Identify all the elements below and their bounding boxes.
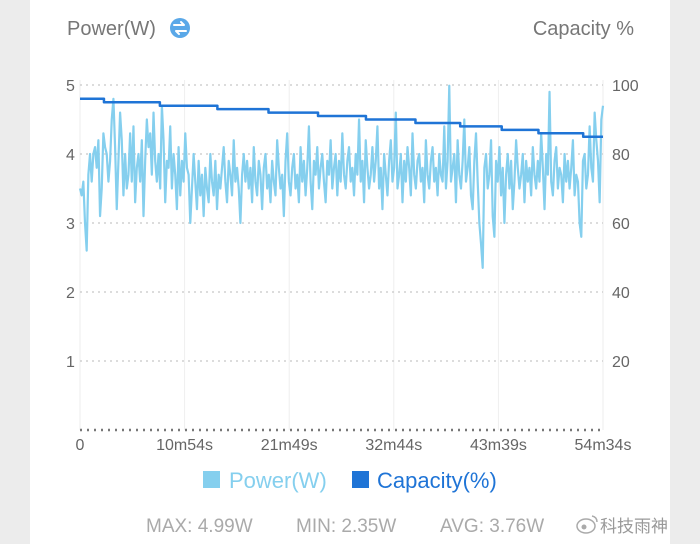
x-tick-label: 21m49s — [261, 437, 318, 454]
legend-label-capacity: Capacity(%) — [377, 468, 497, 493]
x-tick-label: 54m34s — [575, 437, 632, 454]
watermark: 科技雨神 — [576, 515, 668, 537]
legend-item-power[interactable]: Power(W) — [203, 468, 327, 493]
y-tick-labels: 1 2 3 4 5 20 40 60 80 100 — [66, 78, 639, 371]
stats-row: MAX: 4.99W MIN: 2.35W AVG: 3.76W — [146, 516, 544, 537]
grid-lines — [79, 80, 604, 432]
y-left-tick-label: 5 — [66, 78, 75, 95]
x-tick-labels: 0 10m54s 21m49s 32m44s 43m39s 54m34s — [76, 437, 632, 454]
y-left-tick-label: 2 — [66, 285, 75, 302]
watermark-text: 科技雨神 — [600, 517, 668, 537]
legend: Power(W) Capacity(%) — [203, 468, 497, 493]
x-tick-label: 43m39s — [470, 437, 527, 454]
series-line-capacity — [80, 97, 603, 138]
chart-card: Power(W) Capacity % 1 2 3 4 5 20 40 60 80 100 0 10… — [30, 0, 670, 544]
y-right-tick-label: 60 — [612, 216, 630, 233]
legend-swatch-capacity — [352, 471, 369, 488]
legend-label-power: Power(W) — [229, 468, 327, 493]
legend-swatch-power — [203, 471, 220, 488]
x-tick-label: 32m44s — [365, 437, 422, 454]
x-tick-label: 10m54s — [156, 437, 213, 454]
series-lines — [78, 84, 605, 269]
series-line-power — [78, 84, 605, 269]
y-right-tick-label: 100 — [612, 78, 639, 95]
legend-item-capacity[interactable]: Capacity(%) — [352, 468, 497, 493]
stat-avg: AVG: 3.76W — [440, 516, 544, 537]
stat-min: MIN: 2.35W — [296, 516, 396, 537]
y-right-tick-label: 20 — [612, 354, 630, 371]
left-axis-title: Power(W) — [67, 18, 156, 40]
y-left-tick-label: 4 — [66, 147, 75, 164]
stat-max: MAX: 4.99W — [146, 516, 253, 537]
swap-icon[interactable] — [170, 18, 190, 38]
y-right-tick-label: 80 — [612, 147, 630, 164]
x-tick-label: 0 — [76, 437, 85, 454]
right-axis-title: Capacity % — [533, 18, 634, 40]
power-capacity-chart: Power(W) Capacity % 1 2 3 4 5 20 40 60 80 100 0 10… — [66, 18, 668, 537]
weibo-logo-icon — [576, 515, 598, 534]
y-left-tick-label: 3 — [66, 216, 75, 233]
y-left-tick-label: 1 — [66, 354, 75, 371]
y-right-tick-label: 40 — [612, 285, 630, 302]
